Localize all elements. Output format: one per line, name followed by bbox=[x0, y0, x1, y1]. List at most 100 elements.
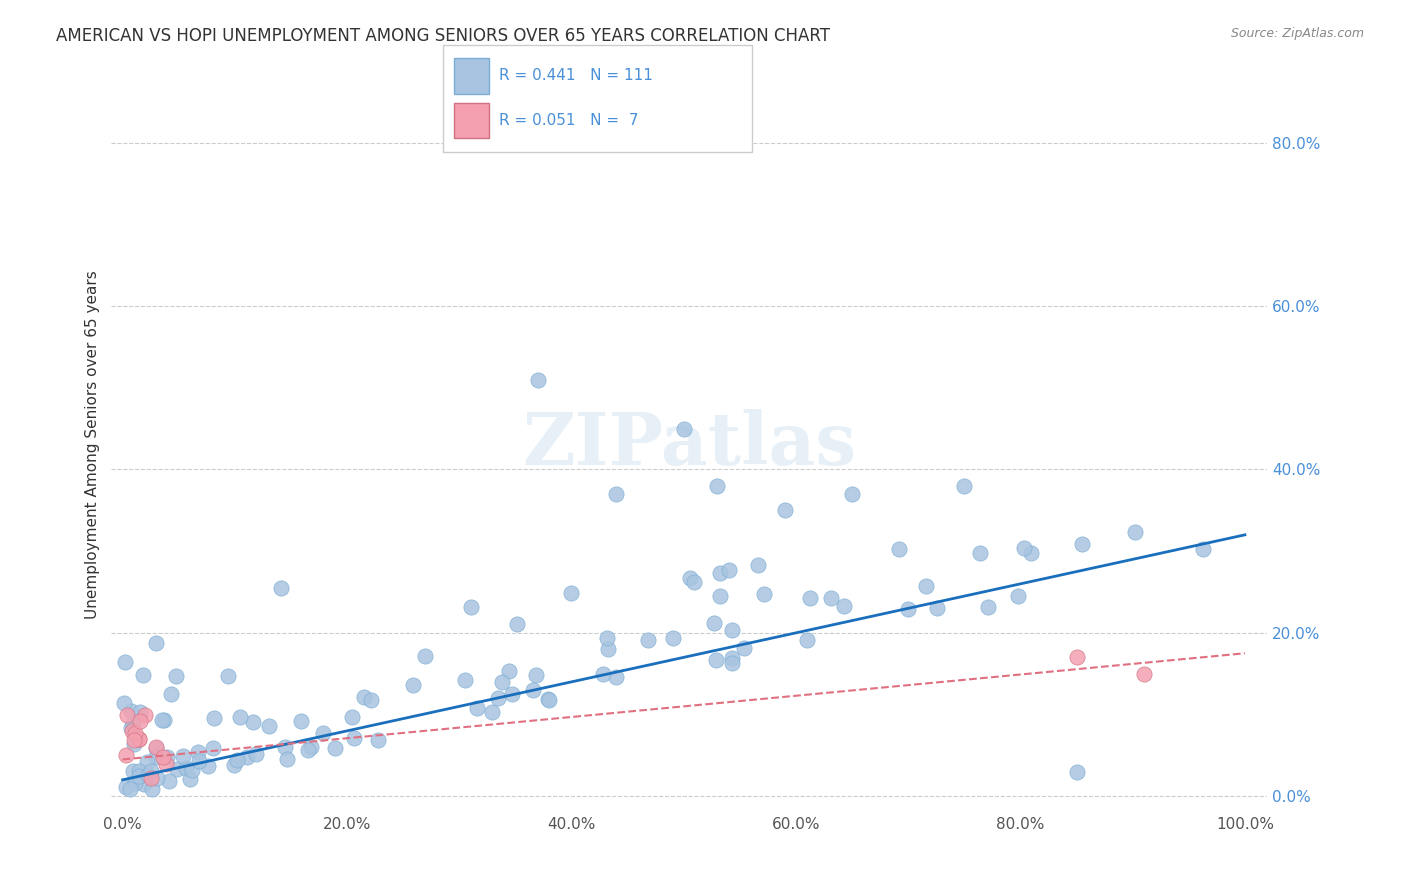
Americans bbox=[156, 749, 179, 764]
Americans bbox=[454, 673, 477, 688]
Americans bbox=[672, 422, 695, 436]
Americans bbox=[595, 631, 617, 645]
Americans bbox=[505, 136, 527, 150]
Americans bbox=[353, 690, 375, 705]
Americans bbox=[146, 772, 169, 786]
Americans bbox=[145, 636, 167, 650]
Americans bbox=[721, 651, 744, 665]
Americans bbox=[179, 772, 201, 787]
Hopi bbox=[139, 771, 162, 785]
Americans bbox=[491, 675, 513, 690]
Hopi bbox=[129, 714, 152, 728]
Americans bbox=[152, 713, 174, 727]
Americans bbox=[136, 767, 159, 781]
Americans bbox=[1007, 590, 1029, 604]
Americans bbox=[128, 764, 150, 778]
Americans bbox=[165, 669, 187, 683]
Hopi bbox=[134, 707, 156, 722]
Americans bbox=[150, 713, 173, 727]
Americans bbox=[181, 763, 204, 777]
Americans bbox=[236, 750, 259, 764]
Americans bbox=[114, 655, 136, 669]
Americans bbox=[501, 687, 523, 701]
Americans bbox=[720, 623, 742, 637]
Americans bbox=[637, 632, 659, 647]
Americans bbox=[276, 752, 298, 766]
Americans bbox=[224, 758, 246, 772]
Americans bbox=[367, 732, 389, 747]
Americans bbox=[242, 715, 264, 730]
Americans bbox=[297, 743, 319, 757]
Americans bbox=[527, 373, 550, 387]
Americans bbox=[1123, 525, 1146, 540]
Americans bbox=[340, 710, 363, 724]
Americans bbox=[799, 591, 821, 605]
Americans bbox=[229, 710, 252, 724]
Americans bbox=[160, 688, 183, 702]
Americans bbox=[969, 546, 991, 560]
Americans bbox=[290, 714, 312, 728]
Americans bbox=[274, 739, 297, 754]
Hopi bbox=[128, 732, 150, 747]
Americans bbox=[679, 571, 702, 585]
Americans bbox=[754, 587, 776, 601]
Americans bbox=[128, 769, 150, 783]
Hopi bbox=[152, 750, 174, 764]
Hopi bbox=[128, 731, 150, 746]
Americans bbox=[720, 656, 742, 670]
Americans bbox=[299, 739, 322, 754]
Hopi bbox=[1066, 650, 1088, 665]
Hopi bbox=[155, 756, 177, 771]
Americans bbox=[1070, 537, 1092, 551]
Americans bbox=[202, 711, 225, 725]
Americans bbox=[796, 632, 818, 647]
Hopi bbox=[121, 723, 143, 738]
Americans bbox=[135, 755, 157, 769]
Americans bbox=[120, 782, 142, 797]
Americans bbox=[703, 616, 725, 631]
Americans bbox=[717, 563, 740, 577]
Americans bbox=[1066, 764, 1088, 779]
Americans bbox=[592, 666, 614, 681]
Americans bbox=[709, 566, 731, 580]
Americans bbox=[953, 479, 976, 493]
Americans bbox=[201, 741, 224, 756]
Americans bbox=[747, 558, 769, 572]
Americans bbox=[112, 697, 135, 711]
Americans bbox=[323, 741, 346, 756]
Text: AMERICAN VS HOPI UNEMPLOYMENT AMONG SENIORS OVER 65 YEARS CORRELATION CHART: AMERICAN VS HOPI UNEMPLOYMENT AMONG SENI… bbox=[56, 27, 830, 45]
Americans bbox=[145, 740, 167, 755]
Americans bbox=[773, 503, 796, 517]
Americans bbox=[122, 737, 145, 751]
Americans bbox=[124, 776, 146, 790]
Americans bbox=[1192, 542, 1215, 557]
Americans bbox=[537, 692, 560, 706]
Hopi bbox=[1133, 666, 1156, 681]
Text: R = 0.441   N = 111: R = 0.441 N = 111 bbox=[499, 69, 652, 83]
Americans bbox=[897, 601, 920, 615]
Americans bbox=[360, 692, 382, 706]
Americans bbox=[598, 642, 620, 657]
Americans bbox=[157, 774, 180, 789]
Americans bbox=[343, 731, 366, 745]
Americans bbox=[522, 682, 544, 697]
Americans bbox=[122, 717, 145, 731]
Americans bbox=[197, 759, 219, 773]
Americans bbox=[820, 591, 842, 605]
Americans bbox=[270, 582, 292, 596]
Americans bbox=[166, 762, 188, 776]
Americans bbox=[977, 600, 1000, 615]
Americans bbox=[481, 705, 503, 719]
Hopi bbox=[145, 740, 167, 755]
Americans bbox=[927, 601, 949, 615]
Text: R = 0.051   N =  7: R = 0.051 N = 7 bbox=[499, 113, 638, 128]
Americans bbox=[120, 721, 142, 735]
Americans bbox=[465, 701, 488, 715]
Americans bbox=[217, 668, 239, 682]
Americans bbox=[132, 667, 155, 681]
Americans bbox=[460, 600, 482, 615]
Americans bbox=[605, 487, 627, 501]
Americans bbox=[662, 631, 685, 645]
Americans bbox=[1014, 541, 1036, 556]
Americans bbox=[683, 575, 706, 590]
